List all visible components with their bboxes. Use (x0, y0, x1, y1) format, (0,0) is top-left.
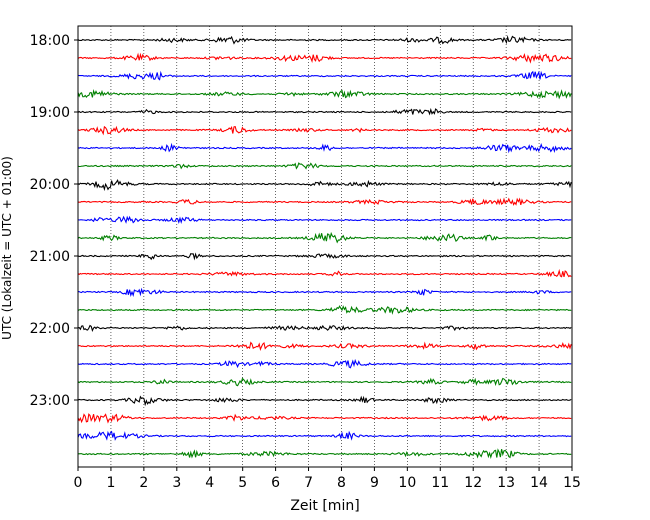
x-tick-label: 14 (530, 475, 548, 491)
grid-lines (110, 26, 540, 467)
trace-row (77, 125, 572, 136)
trace-row (77, 215, 572, 225)
trace-row (77, 324, 572, 332)
y-tick-label: 22:00 (30, 321, 70, 337)
x-tick-label: 13 (497, 475, 515, 491)
x-tick-label: 1 (106, 475, 115, 491)
trace-row (77, 70, 572, 81)
y-tick-label: 20:00 (30, 177, 70, 193)
trace-row (77, 448, 572, 460)
trace-row (77, 395, 572, 407)
trace-row (77, 287, 572, 298)
x-tick-label: 7 (304, 475, 313, 491)
trace-row (77, 178, 572, 192)
trace-row (77, 162, 572, 170)
trace-row (77, 341, 572, 351)
plot-frame (77, 25, 573, 468)
trace-row (77, 52, 572, 64)
trace-row (77, 430, 572, 441)
trace-row (77, 268, 572, 278)
trace-row (77, 107, 572, 116)
trace-row (77, 142, 572, 154)
y-tick-label: 18:00 (30, 33, 70, 49)
y-tick-label: 21:00 (30, 249, 70, 265)
x-tick-label: 15 (563, 475, 581, 491)
trace-row (77, 35, 572, 45)
trace-row (77, 413, 572, 424)
traces (77, 35, 572, 460)
x-axis: 0 1 2 3 4 5 6 7 8 9 10 11 12 13 14 15 (74, 467, 581, 491)
x-axis-label: Zeit [min] (290, 498, 359, 514)
x-tick-label: 5 (238, 475, 247, 491)
x-tick-label: 3 (172, 475, 181, 491)
y-tick-label: 19:00 (30, 105, 70, 121)
x-tick-label: 4 (205, 475, 214, 491)
x-tick-label: 6 (271, 475, 280, 491)
trace-row (77, 197, 572, 206)
x-tick-label: 8 (337, 475, 346, 491)
x-tick-label: 2 (139, 475, 148, 491)
x-tick-label: 11 (431, 475, 449, 491)
x-tick-label: 10 (398, 475, 416, 491)
trace-row (77, 305, 572, 315)
y-axis: 18:00 19:00 20:00 21:00 22:00 23:00 (30, 33, 78, 409)
y-axis-label: UTC (Lokalzeit = UTC + 01:00) (0, 156, 14, 340)
y-tick-label: 23:00 (30, 393, 70, 409)
trace-row (77, 358, 572, 369)
trace-row (77, 377, 572, 387)
x-tick-label: 12 (464, 475, 482, 491)
trace-row (77, 89, 572, 100)
trace-row (77, 231, 572, 244)
x-tick-label: 9 (370, 475, 379, 491)
x-tick-label: 0 (74, 475, 83, 491)
trace-row (77, 252, 572, 261)
